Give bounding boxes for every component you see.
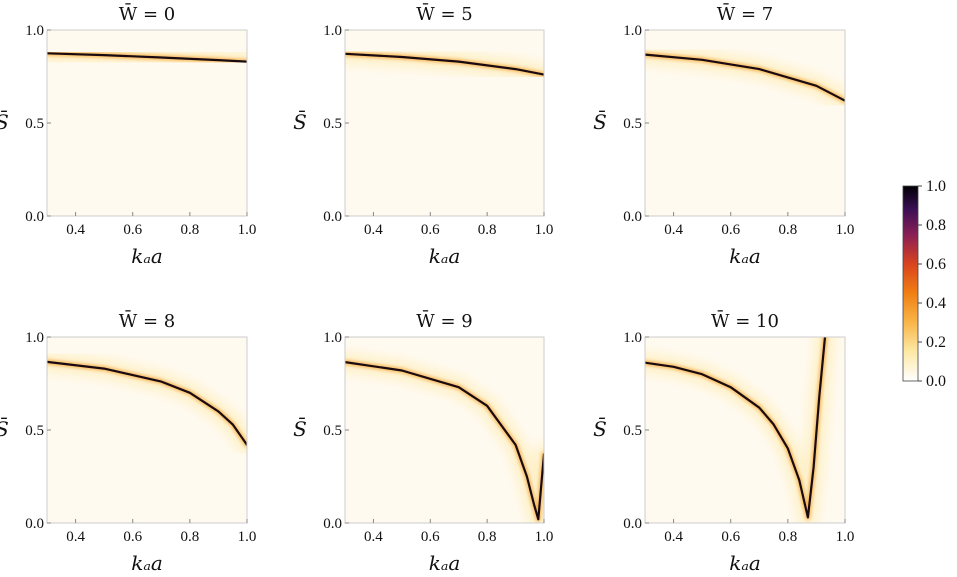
panel-title: W̄ = 8 xyxy=(119,309,175,332)
colorbar-tick-label: 1.0 xyxy=(926,178,946,195)
x-tick-label: 0.4 xyxy=(66,529,85,545)
x-tick-label: 1.0 xyxy=(535,222,554,238)
x-tick-label: 1.0 xyxy=(535,529,554,545)
x-tick-label: 0.4 xyxy=(364,222,383,238)
x-tick-label: 0.6 xyxy=(421,529,440,545)
x-tick-label: 0.6 xyxy=(123,222,142,238)
colorbar-tick-label: 0.6 xyxy=(926,256,946,273)
y-tick-label: 0.5 xyxy=(323,116,342,132)
heatmap-panel: 0.4 0.6 0.8 1.0 0.0 0.5 1.0 W̄ = 0 kₐa S̄ xyxy=(0,2,256,268)
y-tick-label: 0.0 xyxy=(623,209,642,225)
colorbar-tick-label: 0.8 xyxy=(926,217,946,234)
colorbar-tick-label: 0.2 xyxy=(926,334,946,351)
ridge-group xyxy=(47,42,247,73)
ridge-line xyxy=(47,360,247,446)
x-tick-label: 0.8 xyxy=(778,222,797,238)
y-tick-label: 1.0 xyxy=(323,23,342,39)
heatmap-panel: 0.4 0.6 0.8 1.0 0.0 0.5 1.0 W̄ = 5 kₐa S̄ xyxy=(293,2,553,268)
y-tick-label: 0.5 xyxy=(25,423,44,439)
ridge-line xyxy=(645,337,827,519)
heatmap-panel: 0.4 0.6 0.8 1.0 0.0 0.5 1.0 W̄ = 9 kₐa S̄ xyxy=(293,309,553,575)
y-tick-label: 1.0 xyxy=(25,23,44,39)
y-axis-label: S̄ xyxy=(293,109,307,134)
x-tick-label: 0.8 xyxy=(180,222,199,238)
heatmap-panel: 0.4 0.6 0.8 1.0 0.0 0.5 1.0 W̄ = 8 kₐa S̄ xyxy=(0,309,256,575)
x-tick-label: 0.4 xyxy=(364,529,383,545)
x-axis-label: kₐa xyxy=(429,244,461,268)
ridge-line xyxy=(345,52,544,76)
panel-title: W̄ = 5 xyxy=(416,2,472,25)
y-tick-label: 0.5 xyxy=(323,423,342,439)
x-tick-label: 0.6 xyxy=(421,222,440,238)
y-tick-label: 1.0 xyxy=(25,330,44,346)
colorbar-gradient xyxy=(902,185,919,382)
ridge-line xyxy=(47,52,247,63)
x-tick-label: 1.0 xyxy=(836,222,855,238)
heatmap-panel: 0.4 0.6 0.8 1.0 0.0 0.5 1.0 W̄ = 7 kₐa S̄ xyxy=(593,2,854,268)
x-tick-label: 0.6 xyxy=(721,529,740,545)
y-tick-label: 1.0 xyxy=(323,330,342,346)
y-tick-label: 0.5 xyxy=(623,423,642,439)
x-axis-label: kₐa xyxy=(729,244,761,268)
y-axis-label: S̄ xyxy=(593,109,607,134)
ridge-group xyxy=(645,43,845,112)
x-tick-label: 0.6 xyxy=(123,529,142,545)
x-tick-label: 0.8 xyxy=(478,529,497,545)
colorbar-tick-label: 0.0 xyxy=(926,373,946,390)
y-axis-label: S̄ xyxy=(0,109,9,134)
ridge-group xyxy=(645,337,836,523)
ridge-group xyxy=(345,42,544,86)
x-tick-label: 0.8 xyxy=(478,222,497,238)
y-tick-label: 1.0 xyxy=(623,330,642,346)
y-tick-label: 0.0 xyxy=(323,209,342,225)
y-axis-label: S̄ xyxy=(293,416,307,441)
x-tick-label: 0.6 xyxy=(721,222,740,238)
ridge-line xyxy=(345,361,544,521)
x-axis-label: kₐa xyxy=(729,551,761,575)
ridge-group xyxy=(345,351,544,523)
x-axis-label: kₐa xyxy=(429,551,461,575)
x-axis-label: kₐa xyxy=(131,551,163,575)
x-tick-label: 0.4 xyxy=(664,529,683,545)
x-tick-label: 0.4 xyxy=(664,222,683,238)
y-tick-label: 0.0 xyxy=(25,209,44,225)
y-tick-label: 0.5 xyxy=(623,116,642,132)
ridge-line xyxy=(645,53,845,102)
panel-title: W̄ = 9 xyxy=(416,309,472,332)
heatmap-panel: 0.4 0.6 0.8 1.0 0.0 0.5 1.0 W̄ = 10 kₐa S̄ xyxy=(593,309,854,575)
x-tick-label: 1.0 xyxy=(836,529,855,545)
ridge-group xyxy=(47,350,247,456)
x-tick-label: 1.0 xyxy=(238,222,257,238)
x-tick-label: 0.8 xyxy=(778,529,797,545)
colorbar: 1.0 0.8 0.6 0.4 0.2 0.0 xyxy=(902,178,946,390)
y-tick-label: 0.0 xyxy=(25,516,44,532)
x-tick-label: 0.8 xyxy=(180,529,199,545)
panel-title: W̄ = 7 xyxy=(717,2,773,25)
y-tick-label: 1.0 xyxy=(623,23,642,39)
y-axis-label: S̄ xyxy=(0,416,9,441)
y-axis-label: S̄ xyxy=(593,416,607,441)
x-axis-label: kₐa xyxy=(131,244,163,268)
y-tick-label: 0.5 xyxy=(25,116,44,132)
x-tick-label: 1.0 xyxy=(238,529,257,545)
colorbar-tick-label: 0.4 xyxy=(926,295,946,312)
x-tick-label: 0.4 xyxy=(66,222,85,238)
y-tick-label: 0.0 xyxy=(623,516,642,532)
y-tick-label: 0.0 xyxy=(323,516,342,532)
panel-title: W̄ = 0 xyxy=(119,2,175,25)
panel-title: W̄ = 10 xyxy=(711,309,779,332)
